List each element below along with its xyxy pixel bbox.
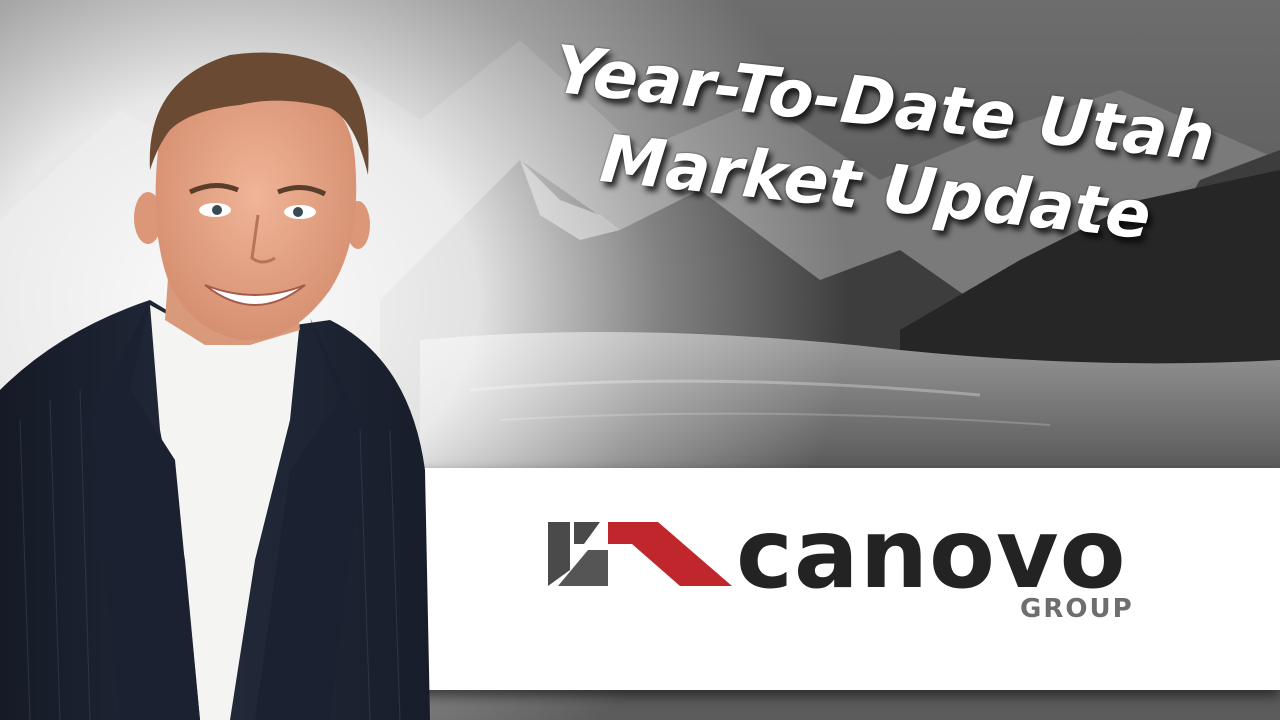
canovo-logo: canovo GROUP — [548, 504, 1148, 630]
presenter-photo — [0, 52, 430, 720]
logo-wordmark: canovo — [736, 498, 1127, 610]
logo-submark: GROUP — [1020, 594, 1134, 624]
canovo-logo-mark-icon — [548, 522, 732, 586]
